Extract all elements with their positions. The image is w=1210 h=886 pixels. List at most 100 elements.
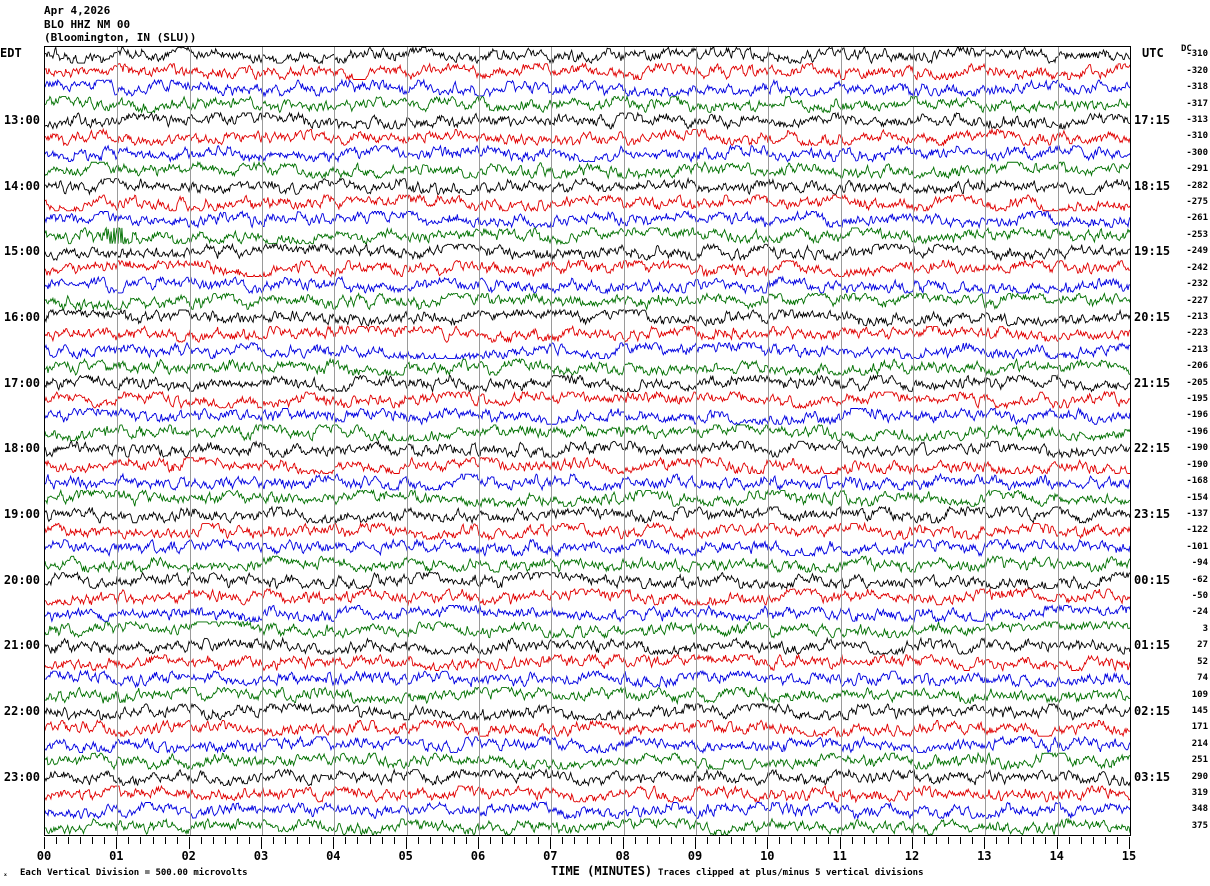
header-station: BLO HHZ NM 00 (44, 17, 131, 31)
x-tick-minor (297, 837, 299, 844)
dc-value: -227 (1186, 295, 1208, 306)
x-tick-minor (273, 837, 275, 844)
trace-line (45, 704, 1130, 720)
trace-line (45, 491, 1130, 507)
x-axis-title: TIME (MINUTES) (551, 864, 653, 878)
trace-line (45, 688, 1130, 704)
dc-value: -275 (1186, 197, 1208, 207)
dc-value: -190 (1186, 459, 1208, 470)
x-tick-minor (646, 837, 648, 844)
trace-line (45, 409, 1130, 425)
trace-line (45, 261, 1130, 277)
dc-value: -195 (1186, 394, 1208, 404)
x-tick-minor (875, 837, 877, 844)
x-tick-minor (538, 837, 540, 844)
right-time-label: 18:15 (1134, 178, 1171, 193)
dc-value: 27 (1197, 640, 1208, 651)
x-tick-minor (490, 837, 492, 844)
x-tick-minor (827, 837, 829, 844)
trace-line (45, 606, 1130, 622)
x-axis-tick-label: 01 (109, 849, 124, 863)
x-tick-minor (1068, 837, 1070, 844)
trace-line (45, 803, 1130, 819)
trace-line (45, 113, 1130, 129)
trace-line (45, 786, 1130, 802)
seismogram-plot[interactable] (44, 46, 1131, 836)
x-tick-minor (960, 837, 962, 844)
clip-note: Traces clipped at plus/minus 5 vertical … (658, 868, 924, 878)
x-tick-minor (369, 837, 371, 844)
x-tick-minor (1116, 837, 1118, 844)
trace-line (45, 228, 1130, 244)
grid-line-minute-14 (1057, 47, 1059, 835)
x-tick-minor (465, 837, 467, 844)
x-tick-minor (719, 837, 721, 844)
trace-line (45, 573, 1130, 589)
chart-header: Apr 4,2026 BLO HHZ NM 00 (Bloomington, I… (44, 4, 196, 45)
dc-value: -196 (1186, 410, 1208, 421)
dc-value: -196 (1186, 426, 1208, 437)
x-tick-major (405, 837, 407, 849)
left-time-label: 19:00 (3, 506, 40, 521)
x-tick-minor (1008, 837, 1010, 844)
trace-line (45, 589, 1130, 605)
right-time-label: 22:15 (1134, 441, 1171, 456)
trace-line (45, 294, 1130, 310)
x-axis-tick-label: 02 (181, 849, 196, 863)
trace-line (45, 507, 1130, 523)
trace-line (45, 80, 1130, 96)
trace-line (45, 622, 1130, 638)
right-timezone-label: UTC (1142, 46, 1164, 60)
dc-value: 348 (1191, 804, 1208, 815)
dc-value: -223 (1186, 328, 1208, 339)
dc-value: -310 (1186, 49, 1208, 60)
x-tick-minor (176, 837, 178, 844)
x-tick-minor (309, 837, 311, 844)
x-tick-minor (381, 837, 383, 844)
trace-line (45, 359, 1130, 375)
x-axis-tick-label: 15 (1121, 849, 1137, 863)
dc-value: -101 (1186, 541, 1208, 552)
right-time-label: 03:15 (1134, 769, 1171, 784)
trace-line (45, 523, 1130, 539)
dc-value: 375 (1191, 820, 1208, 831)
x-tick-minor (1044, 837, 1046, 844)
x-tick-minor (1092, 837, 1094, 844)
x-tick-minor (200, 837, 202, 844)
trace-line (45, 146, 1130, 162)
x-tick-minor (1032, 837, 1034, 844)
x-tick-major (695, 837, 696, 849)
x-tick-minor (996, 837, 998, 844)
x-tick-minor (140, 837, 142, 844)
dc-value: -213 (1186, 344, 1208, 355)
dc-value: 109 (1191, 689, 1208, 700)
x-tick-minor (682, 837, 684, 844)
trace-line (45, 720, 1130, 736)
x-tick-minor (1104, 837, 1106, 844)
trace-line (45, 458, 1130, 474)
x-tick-major (767, 837, 769, 849)
trace-line (45, 179, 1130, 195)
trace-line (45, 343, 1130, 359)
dc-value: -320 (1186, 65, 1208, 76)
x-tick-major (116, 837, 118, 849)
trace-lines (45, 47, 1130, 835)
trace-line (45, 753, 1130, 769)
dc-value: -310 (1186, 131, 1208, 142)
trace-line (45, 244, 1130, 260)
x-tick-major (912, 837, 913, 849)
left-time-label: 21:00 (3, 638, 40, 653)
trace-line (45, 425, 1130, 441)
grid-line-minute-7 (551, 47, 553, 835)
grid-line-minute-1 (117, 47, 119, 835)
dc-value: -137 (1186, 508, 1208, 519)
x-tick-minor (357, 837, 359, 844)
x-tick-minor (815, 837, 817, 844)
x-tick-major (622, 837, 624, 849)
x-tick-major (333, 837, 335, 849)
trace-line (45, 277, 1130, 293)
x-tick-minor (731, 837, 733, 844)
x-tick-minor (562, 837, 564, 844)
left-time-label: 13:00 (3, 112, 40, 127)
trace-line (45, 474, 1130, 490)
